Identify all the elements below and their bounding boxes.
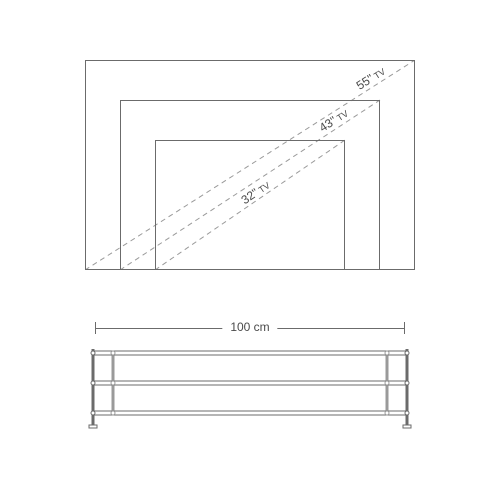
- width-dimension: 100 cm: [95, 322, 405, 342]
- diagram-container: { "colors": { "line": "#6b6b6b", "dashed…: [0, 0, 500, 500]
- console-svg: [85, 345, 415, 440]
- tv-size-comparison: 55" TV43" TV32" TV: [85, 60, 415, 270]
- tv-console: [85, 345, 415, 440]
- width-label: 100 cm: [222, 320, 277, 334]
- width-tick-right: [404, 322, 405, 334]
